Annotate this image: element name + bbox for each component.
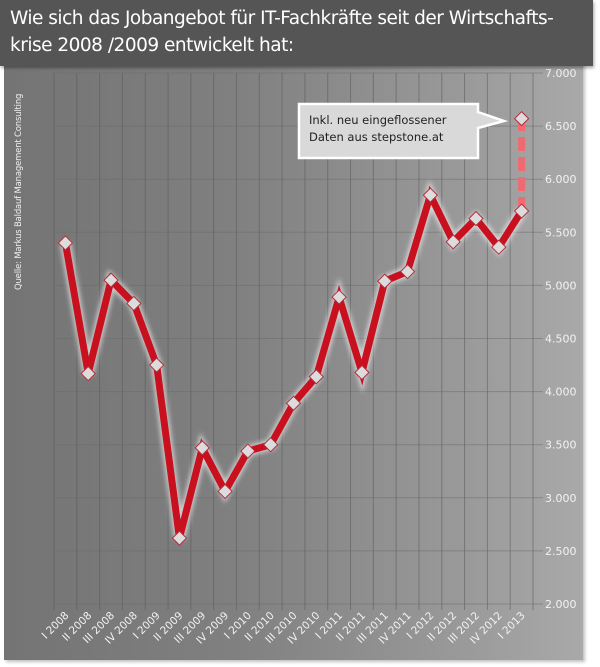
data-point-marker [331, 289, 347, 305]
y-tick-label: 5.500 [545, 226, 577, 239]
title-line-2: krise 2008 /2009 entwickelt hat: [10, 35, 294, 56]
y-axis-ticks: 2.000 2.500 3.000 3.500 4.000 4.500 5.000 5.500… [545, 67, 577, 611]
data-point-marker [513, 110, 530, 127]
y-tick-label: 6.000 [545, 173, 577, 186]
callout-line-2: Daten aus stepstone.at [309, 130, 444, 144]
data-point-marker [126, 295, 142, 312]
callout-line-1: Inkl. neu eingeflossener [309, 113, 447, 127]
data-point-marker [354, 364, 370, 381]
data-point-marker [285, 395, 302, 411]
data-point-marker [103, 272, 119, 288]
callout-box [297, 102, 509, 160]
y-tick-label: 5.000 [545, 279, 577, 292]
data-point-marker [80, 365, 96, 382]
source-label: Quelle: Markus Baldauf Management Consul… [14, 93, 24, 290]
data-point-marker [262, 436, 279, 453]
data-point-marker [148, 357, 165, 373]
data-point-marker [491, 239, 507, 255]
y-tick-label: 7.000 [545, 67, 577, 80]
title-line-1: Wie sich das Jobangebot für IT-Fachkräft… [10, 8, 554, 29]
data-point-marker [422, 187, 439, 203]
title-bar: Wie sich das Jobangebot für IT-Fachkräft… [0, 0, 593, 66]
y-tick-label: 3.500 [545, 439, 577, 452]
data-point-marker [240, 443, 256, 459]
y-tick-label: 2.000 [545, 598, 577, 611]
y-tick-label: 2.500 [545, 545, 577, 558]
data-point-marker [513, 203, 530, 219]
data-point-marker [445, 234, 461, 250]
data-point-marker [308, 369, 325, 385]
data-point-marker [377, 273, 393, 289]
callout-text: Inkl. neu eingeflossener Daten aus steps… [309, 112, 474, 146]
data-point-marker [217, 483, 233, 500]
y-tick-label: 4.000 [545, 386, 577, 399]
data-point-marker [468, 210, 484, 227]
data-point-marker [171, 530, 188, 546]
y-tick-label: 4.500 [545, 333, 577, 346]
y-tick-label: 3.000 [545, 492, 577, 505]
data-point-marker [194, 440, 210, 456]
y-tick-label: 6.500 [545, 120, 577, 133]
data-point-marker [399, 263, 416, 280]
data-point-marker [57, 235, 74, 251]
data-series [57, 110, 530, 546]
chart-title: Wie sich das Jobangebot für IT-Fachkräft… [10, 5, 590, 59]
